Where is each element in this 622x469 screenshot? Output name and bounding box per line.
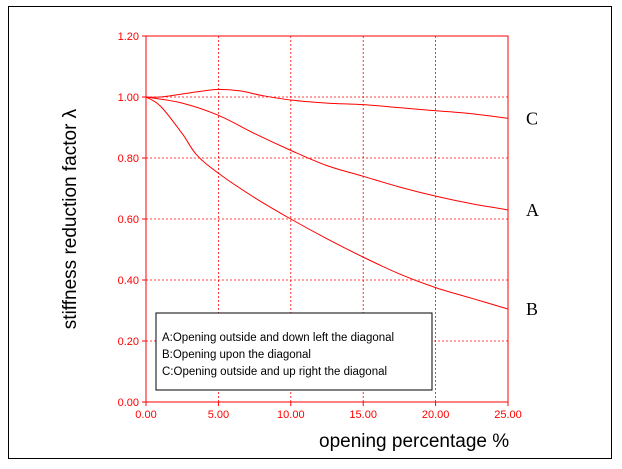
label-layer: A B C (526, 108, 539, 319)
x-tick-label: 15.00 (349, 409, 377, 421)
x-axis-title: opening percentage % (319, 431, 509, 452)
y-tick-label: 0.20 (118, 336, 139, 348)
x-tick-label: 0.00 (135, 409, 156, 421)
chart-frame: 0.00 5.00 10.00 15.00 20.00 25.00 0.00 0.20 0.40… (8, 6, 612, 459)
y-tick-label: 0.00 (118, 397, 139, 409)
y-axis-title: stiffness reduction factor λ (60, 108, 81, 329)
x-tick-label: 20.00 (422, 409, 450, 421)
axis-layer: 0.00 5.00 10.00 15.00 20.00 25.00 0.00 0.20 0.40… (118, 31, 522, 421)
chart-svg: 0.00 5.00 10.00 15.00 20.00 25.00 0.00 0.20 0.40… (60, 31, 539, 452)
series-c-line (145, 88, 509, 119)
legend: A:Opening outside and down left the diag… (155, 312, 433, 391)
series-layer (145, 88, 509, 310)
series-c-label: C (526, 108, 538, 128)
x-tick-label: 5.00 (208, 409, 229, 421)
y-tick-label: 0.80 (118, 153, 139, 165)
y-tick-label: 0.40 (118, 275, 139, 287)
x-tick-label: 10.00 (277, 409, 305, 421)
legend-entry-a: A:Opening outside and down left the diag… (162, 332, 394, 344)
series-a-line (145, 96, 509, 211)
y-tick-label: 1.20 (118, 31, 139, 43)
series-a-label: A (526, 200, 539, 220)
series-b-line (145, 96, 509, 310)
legend-entry-b: B:Opening upon the diagonal (162, 349, 311, 361)
x-tick-label: 25.00 (494, 409, 522, 421)
legend-entry-c: C:Opening outside and up right the diago… (162, 366, 387, 378)
y-tick-label: 0.60 (118, 214, 139, 226)
series-b-label: B (526, 299, 538, 319)
legend-box (155, 312, 433, 391)
y-tick-label: 1.00 (118, 92, 139, 104)
